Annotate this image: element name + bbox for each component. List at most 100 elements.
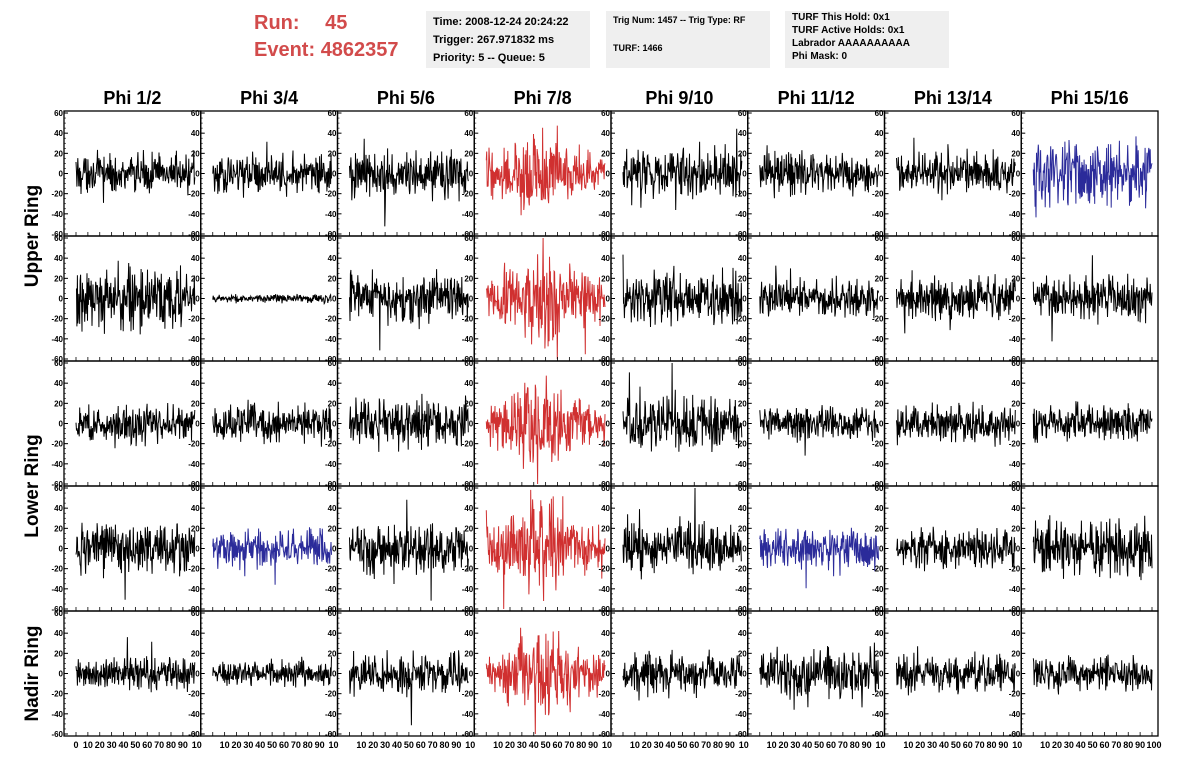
y-tick-label: 60 <box>54 234 63 243</box>
y-tick-label: -20 <box>1009 440 1021 449</box>
x-tick-label: 80 <box>850 740 860 750</box>
waveform-trace <box>759 405 879 456</box>
x-tick-label: 20 <box>778 740 788 750</box>
x-tick-label: 50 <box>267 740 277 750</box>
y-tick-label: -20 <box>735 440 747 449</box>
y-tick-label: -40 <box>462 710 474 719</box>
y-tick-label: 60 <box>54 109 63 118</box>
y-tick-label: -60 <box>735 230 747 239</box>
y-tick-label: 60 <box>1011 359 1020 368</box>
y-tick-label: 40 <box>738 629 747 638</box>
y-tick-label: 40 <box>328 504 337 513</box>
y-tick-label: -20 <box>325 440 337 449</box>
y-tick-label: -60 <box>1009 355 1021 364</box>
y-tick-label: -40 <box>735 710 747 719</box>
y-tick-label: -40 <box>735 460 747 469</box>
waveform-trace <box>896 646 1016 696</box>
y-tick-label: 0 <box>879 170 884 179</box>
x-tick-label: 30 <box>790 740 800 750</box>
y-tick-label: 0 <box>742 545 747 554</box>
trig-num-text: Trig Num: 1457 -- Trig Type: RF <box>613 15 746 25</box>
x-tick-label: 40 <box>1076 740 1086 750</box>
x-tick-label: 50 <box>541 740 551 750</box>
y-tick-label: -40 <box>872 710 884 719</box>
x-tick-label: 30 <box>654 740 664 750</box>
y-tick-label: 20 <box>464 524 473 533</box>
y-tick-label: 20 <box>54 399 63 408</box>
y-tick-label: -60 <box>872 730 884 739</box>
y-tick-label: 20 <box>191 274 200 283</box>
y-tick-label: -20 <box>51 190 63 199</box>
y-tick-label: -60 <box>462 355 474 364</box>
waveform-trace <box>1032 136 1153 218</box>
y-tick-label: 20 <box>601 399 610 408</box>
y-tick-label: 20 <box>1011 399 1020 408</box>
y-tick-label: 40 <box>54 129 63 138</box>
y-tick-label: 40 <box>54 629 63 638</box>
y-tick-label: -40 <box>598 210 610 219</box>
x-tick-label: 10 <box>875 740 885 750</box>
y-tick-label: -60 <box>1009 230 1021 239</box>
y-tick-label: -40 <box>325 210 337 219</box>
y-tick-label: -40 <box>1009 210 1021 219</box>
y-tick-label: -60 <box>735 730 747 739</box>
y-tick-label: 20 <box>54 149 63 158</box>
y-tick-label: -20 <box>51 440 63 449</box>
x-tick-label: 10 <box>739 740 749 750</box>
y-tick-label: -20 <box>735 565 747 574</box>
y-tick-label: 60 <box>875 484 884 493</box>
y-tick-label: 20 <box>875 274 884 283</box>
y-tick-label: -20 <box>1009 565 1021 574</box>
y-tick-label: 40 <box>191 129 200 138</box>
y-tick-label: 40 <box>738 504 747 513</box>
y-tick-label: 40 <box>1011 254 1020 263</box>
y-tick-label: -60 <box>1009 730 1021 739</box>
x-tick-label: 30 <box>1064 740 1074 750</box>
y-tick-label: 40 <box>875 129 884 138</box>
y-tick-label: 20 <box>738 649 747 658</box>
y-tick-label: 20 <box>328 649 337 658</box>
x-tick-label: 10 <box>767 740 777 750</box>
y-tick-label: -20 <box>462 315 474 324</box>
y-tick-label: 40 <box>464 504 473 513</box>
y-tick-label: -60 <box>598 355 610 364</box>
x-tick-label: 50 <box>814 740 824 750</box>
y-tick-label: 0 <box>195 170 200 179</box>
y-tick-label: 0 <box>469 295 474 304</box>
y-tick-label: 20 <box>54 649 63 658</box>
waveform-trace <box>212 656 332 688</box>
y-tick-label: 60 <box>1011 234 1020 243</box>
y-tick-label: -40 <box>598 710 610 719</box>
x-tick-label: 50 <box>1088 740 1098 750</box>
y-tick-label: -60 <box>872 230 884 239</box>
row-label: Upper Ring <box>22 185 43 287</box>
y-tick-label: 60 <box>191 359 200 368</box>
y-tick-label: -60 <box>872 480 884 489</box>
y-tick-label: -40 <box>735 335 747 344</box>
waveform-trace <box>485 237 606 360</box>
y-tick-label: 0 <box>332 420 337 429</box>
y-tick-label: -40 <box>872 210 884 219</box>
y-tick-label: 60 <box>738 109 747 118</box>
y-tick-label: 60 <box>464 234 473 243</box>
x-tick-label: 100 <box>1146 740 1161 750</box>
x-tick-label: 10 <box>465 740 475 750</box>
y-tick-label: 40 <box>328 254 337 263</box>
waveform-trace <box>622 128 743 211</box>
y-tick-label: 20 <box>601 149 610 158</box>
turf-active-text: TURF Active Holds: 0x1 <box>792 25 905 36</box>
y-tick-label: 60 <box>191 234 200 243</box>
y-tick-label: -20 <box>1009 190 1021 199</box>
x-tick-label: 40 <box>529 740 539 750</box>
y-tick-label: -40 <box>1009 585 1021 594</box>
y-tick-label: -40 <box>462 335 474 344</box>
y-tick-label: -20 <box>462 690 474 699</box>
x-tick-label: 30 <box>243 740 253 750</box>
x-tick-label: 70 <box>701 740 711 750</box>
y-tick-label: 40 <box>464 129 473 138</box>
y-tick-label: 0 <box>59 545 64 554</box>
y-tick-label: -20 <box>325 315 337 324</box>
y-tick-label: -60 <box>325 730 337 739</box>
x-tick-label: 90 <box>315 740 325 750</box>
y-tick-label: -60 <box>51 230 63 239</box>
